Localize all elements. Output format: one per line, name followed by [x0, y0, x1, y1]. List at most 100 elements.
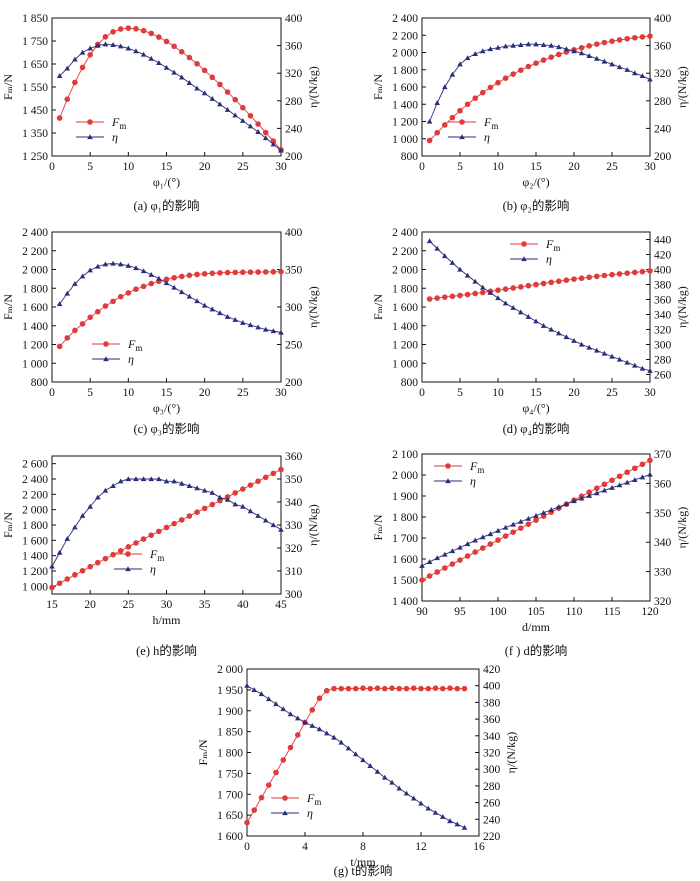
y-right-tick-label: 360 [654, 478, 672, 490]
eta-data-point [533, 41, 539, 47]
fm-data-point [434, 569, 441, 575]
y-right-axis-label: η/(N/kg) [306, 504, 320, 546]
fm-series [426, 268, 653, 302]
eta-series-line [246, 685, 465, 829]
fm-data-point [434, 295, 441, 301]
x-tick-label: 25 [237, 161, 249, 173]
fm-data-point [194, 271, 200, 278]
y-right-tick-label: 340 [285, 497, 303, 509]
eta-data-point [148, 271, 155, 277]
eta-data-point [331, 734, 337, 740]
fm-data-point [586, 43, 593, 49]
x-tick-label: 30 [275, 161, 287, 173]
fm-data-point [426, 573, 433, 579]
x-tick-label: 12 [415, 841, 427, 853]
legend-label: Fm [306, 791, 321, 807]
x-axis-label: h/mm [152, 613, 181, 627]
x-tick-label: 45 [275, 599, 287, 611]
eta-series [426, 238, 653, 373]
eta-data-point [586, 492, 592, 498]
eta-data-point [64, 536, 71, 541]
x-tick-label: 16 [473, 841, 485, 853]
fm-data-point [140, 283, 147, 290]
x-tick-label: 15 [530, 161, 542, 173]
fm-data-point [464, 101, 471, 108]
fm-data-point [459, 119, 465, 125]
x-tick-label: 115 [604, 606, 621, 618]
eta-data-point [251, 687, 258, 692]
eta-data-point [457, 544, 463, 550]
fm-data-point [240, 269, 246, 276]
eta-data-point [148, 55, 155, 61]
y-right-tick-label: 280 [654, 355, 672, 367]
fm-data-point [125, 544, 132, 550]
eta-data-point [110, 483, 116, 488]
eta-data-point [594, 490, 600, 496]
plot-frame [421, 231, 651, 383]
fm-data-point [432, 685, 439, 692]
fm-data-point [502, 286, 509, 292]
eta-data-point [125, 262, 132, 268]
fm-data-point [442, 565, 448, 571]
fm-data-point [360, 685, 366, 692]
fm-data-point [647, 33, 653, 39]
x-tick-label: 25 [123, 599, 135, 611]
eta-data-point [278, 147, 284, 153]
fm-data-point [133, 26, 139, 32]
eta-data-point [125, 566, 131, 572]
eta-data-point [419, 562, 425, 568]
eta-data-point [110, 42, 116, 48]
x-tick-label: 0 [419, 161, 425, 173]
fm-data-point [345, 685, 352, 692]
eta-data-point [442, 253, 448, 259]
eta-data-point [262, 326, 269, 332]
y-right-tick-label: 400 [654, 265, 672, 277]
y-left-tick-label: 2 200 [392, 246, 418, 258]
eta-data-point [616, 64, 623, 70]
fm-data-point [518, 525, 524, 531]
eta-data-point [247, 322, 254, 328]
fm-data-point [125, 551, 131, 557]
eta-data-point [117, 261, 124, 267]
eta-data-point [624, 479, 630, 485]
eta-data-point [502, 524, 509, 530]
x-tick-label: 20 [84, 599, 96, 611]
fm-data-point [480, 289, 486, 296]
chart-panel-3: 0 5 10 15 20 25 30 800 1 000 1 200 1 400 1 600 1 800… [371, 227, 689, 436]
fm-data-point [525, 282, 532, 289]
y-left-tick-label: 2 400 [392, 13, 418, 25]
eta-data-point [556, 504, 562, 510]
eta-data-point [255, 513, 261, 518]
eta-data-point [594, 347, 600, 353]
eta-data-point [502, 300, 509, 306]
eta-data-point [426, 559, 433, 564]
fm-data-point [247, 482, 254, 488]
eta-data-point [556, 44, 562, 50]
fm-data-point [251, 807, 258, 813]
eta-data-point [632, 477, 638, 482]
eta-data-point [521, 256, 527, 262]
eta-data-point [540, 322, 547, 328]
eta-data-point [495, 44, 501, 50]
eta-data-point [95, 494, 101, 500]
eta-data-point [510, 42, 516, 48]
eta-data-point [472, 537, 478, 543]
fm-data-point [601, 272, 608, 279]
chart-panel-1: 0 5 10 15 20 25 30 800 1 000 1 200 1 400 1 600 1 800… [371, 13, 689, 213]
eta-series-line [51, 478, 282, 567]
eta-data-point [247, 123, 254, 129]
y-left-axis-label: Fₘ/N [371, 294, 385, 320]
eta-data-point [442, 551, 448, 557]
fm-data-point [56, 115, 63, 121]
y-left-tick-label: 800 [31, 377, 49, 389]
eta-data-point [533, 318, 539, 324]
fm-data-point [209, 501, 216, 508]
fm-data-point [72, 79, 78, 86]
x-tick-label: 105 [527, 606, 545, 618]
fm-data-point [79, 64, 86, 71]
fm-data-point [240, 486, 246, 492]
legend-label: η [150, 562, 156, 576]
eta-data-point [510, 521, 516, 527]
chart-caption: (f ) d的影响 [505, 643, 568, 658]
eta-data-point [563, 46, 570, 52]
